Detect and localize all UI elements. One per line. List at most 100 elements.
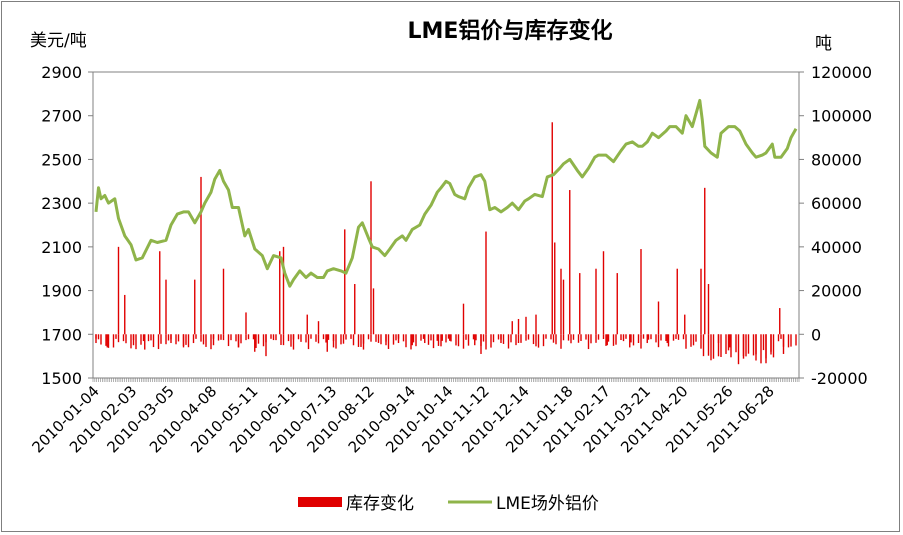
inventory-bar [272, 334, 275, 341]
inventory-bar [305, 334, 307, 343]
inventory-bar [497, 334, 500, 340]
inventory-bar [700, 268, 702, 335]
inventory-bar [252, 334, 255, 340]
inventory-bar [620, 334, 622, 341]
inventory-bar [535, 314, 537, 335]
inventory-bar [472, 334, 475, 340]
inventory-bar [447, 334, 450, 339]
inventory-bar [579, 273, 581, 335]
inventory-bar [247, 334, 250, 340]
inventory-bar [307, 334, 310, 350]
inventory-bar [182, 334, 185, 348]
legend-label-price: LME场外铝价 [496, 494, 599, 514]
inventory-bar [270, 334, 272, 339]
inventory-bar [357, 334, 360, 347]
inventory-bar [770, 334, 772, 352]
inventory-bar [117, 334, 120, 343]
inventory-bar [335, 334, 337, 349]
inventory-bar [642, 334, 645, 339]
inventory-bar [492, 334, 495, 343]
inventory-bar [655, 334, 657, 343]
inventory-bar [395, 334, 397, 341]
inventory-bar [144, 334, 146, 350]
inventory-bar [147, 334, 150, 342]
inventory-bar [235, 334, 237, 342]
inventory-bar [187, 334, 190, 348]
inventory-bar [437, 334, 440, 346]
inventory-bar [410, 334, 412, 350]
inventory-bar [607, 334, 610, 342]
inventory-bar [666, 334, 668, 344]
right-axis-tick-label: 60000 [811, 194, 862, 213]
inventory-bar [95, 334, 97, 344]
inventory-bar [480, 334, 482, 354]
inventory-bar [97, 334, 100, 340]
inventory-bar [345, 334, 347, 340]
inventory-bar [280, 334, 282, 345]
inventory-bar [457, 334, 460, 347]
inventory-bar [332, 334, 335, 348]
right-axis-tick-label: 80000 [811, 150, 862, 169]
left-axis-tick-label: 2900 [41, 63, 82, 82]
inventory-bar [545, 334, 547, 339]
inventory-bar [205, 334, 207, 347]
inventory-bar [762, 334, 765, 351]
right-axis-tick-label: 120000 [811, 63, 872, 82]
inventory-bar [511, 321, 513, 335]
inventory-bar [449, 334, 451, 341]
inventory-bar [727, 334, 730, 351]
inventory-bar [752, 334, 755, 356]
inventory-bar [795, 334, 797, 346]
inventory-bar [340, 334, 342, 345]
inventory-bar [675, 334, 677, 339]
inventory-bar [765, 334, 767, 359]
inventory-bar [255, 334, 257, 348]
inventory-bar [165, 334, 167, 345]
inventory-bar [175, 334, 177, 345]
inventory-bar [392, 334, 395, 345]
inventory-bar [485, 231, 487, 335]
legend-label-inventory: 库存变化 [346, 494, 414, 514]
inventory-bar [237, 334, 240, 348]
inventory-bar [560, 334, 562, 349]
inventory-bar [597, 334, 600, 340]
right-axis-tick-label: 40000 [811, 238, 862, 257]
inventory-bar [106, 334, 108, 348]
inventory-bar [210, 334, 212, 350]
inventory-bar [602, 251, 605, 335]
left-axis-tick-label: 1500 [41, 369, 82, 388]
inventory-bar [412, 334, 415, 343]
inventory-bar [742, 334, 745, 357]
inventory-bar [485, 334, 487, 350]
inventory-bar [427, 334, 430, 345]
inventory-bar [720, 334, 722, 357]
plot-area [92, 71, 800, 379]
inventory-bar [322, 334, 325, 340]
inventory-bar [275, 334, 277, 341]
inventory-bar [677, 334, 680, 340]
inventory-bar [777, 334, 780, 342]
inventory-bar [520, 334, 522, 343]
inventory-bar [462, 334, 465, 349]
inventory-bar [132, 334, 135, 346]
right-axis-unit: 吨 [815, 34, 832, 54]
inventory-bar [580, 334, 582, 341]
inventory-bar [217, 334, 220, 341]
inventory-bar [317, 321, 320, 335]
inventory-bar [660, 334, 662, 341]
inventory-bar [315, 334, 317, 342]
inventory-bar [475, 334, 477, 341]
inventory-bar [515, 334, 517, 346]
inventory-bar [606, 334, 608, 346]
inventory-bar [245, 312, 247, 335]
inventory-bar [385, 334, 387, 346]
inventory-bar [367, 334, 370, 340]
bars-layer [95, 122, 797, 365]
inventory-bar [440, 334, 442, 347]
inventory-bar [112, 334, 115, 348]
inventory-bar [577, 334, 580, 343]
inventory-bar [665, 334, 667, 341]
inventory-bar [552, 334, 555, 343]
inventory-bar [325, 334, 327, 343]
inventory-bar [779, 308, 781, 335]
